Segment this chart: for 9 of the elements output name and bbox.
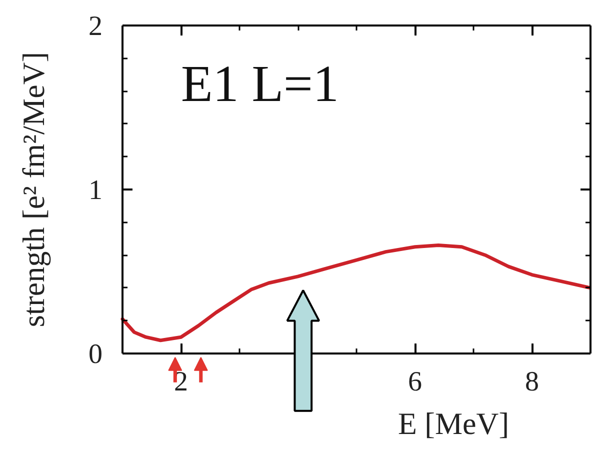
x-tick-label: 2 xyxy=(174,366,188,398)
annotation: E1 L=1 xyxy=(181,56,339,114)
x-tick-label: 8 xyxy=(525,366,539,398)
y-tick-label: 0 xyxy=(88,339,102,370)
x-tick-label: 6 xyxy=(408,366,422,398)
y-tick-label: 1 xyxy=(88,175,102,206)
x-axis-title: E [MeV] xyxy=(398,406,510,441)
y-tick-label: 2 xyxy=(88,11,102,42)
y-axis-title: strength [e² fm²/MeV] xyxy=(16,52,51,328)
